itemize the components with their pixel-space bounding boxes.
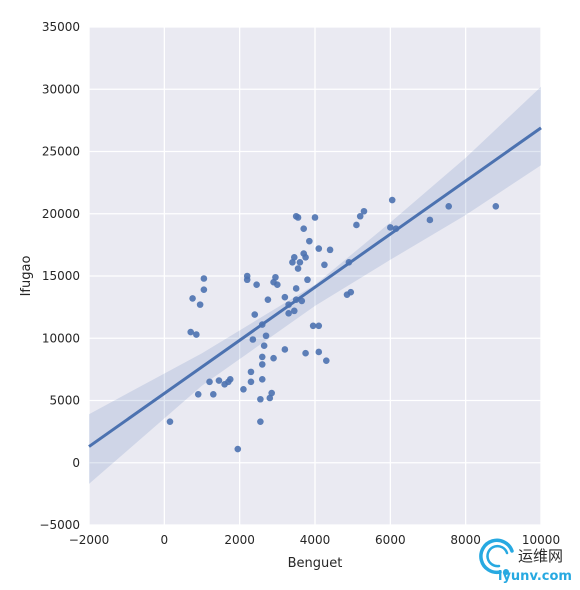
data-point-73 [388, 196, 396, 204]
data-point-6 [200, 286, 208, 293]
data-point-4 [194, 390, 202, 398]
data-point-75 [426, 216, 434, 224]
data-point-77 [492, 202, 500, 210]
data-point-72 [387, 224, 394, 231]
data-point-58 [309, 322, 317, 330]
data-point-23 [257, 418, 264, 425]
data-point-54 [302, 349, 309, 357]
data-point-9 [210, 390, 217, 398]
data-point-55 [302, 254, 309, 261]
y-tick-label-3: 10000 [42, 331, 80, 345]
data-point-34 [270, 354, 277, 362]
x-tick-label-3: 4000 [300, 533, 331, 547]
data-point-8 [206, 378, 213, 386]
data-point-2 [189, 295, 196, 302]
y-tick-label-5: 20000 [42, 207, 80, 221]
y-tick-label-0: −5000 [39, 518, 80, 532]
data-point-32 [266, 394, 274, 402]
data-point-30 [262, 332, 270, 340]
data-point-65 [326, 246, 334, 254]
confidence-band-group [89, 86, 541, 484]
y-axis-label: Ifugao [19, 256, 34, 297]
data-point-10 [215, 377, 223, 384]
data-point-76 [445, 202, 453, 210]
y-tick-label-4: 15000 [42, 269, 80, 283]
y-tick-label-8: 35000 [42, 20, 80, 34]
data-point-17 [243, 272, 251, 280]
data-point-15 [240, 385, 247, 393]
data-point-63 [321, 261, 328, 269]
watermark-url-text: iyunv.com [498, 569, 572, 584]
x-tick-label-2: 2000 [224, 533, 255, 547]
data-point-43 [290, 254, 298, 261]
data-point-68 [347, 288, 355, 296]
data-point-53 [300, 225, 308, 232]
data-point-13 [226, 376, 234, 383]
x-tick-label-5: 8000 [450, 533, 481, 547]
y-tick-label-6: 25000 [42, 145, 80, 159]
tick-labels: −2000 0 2000 4000 6000 8000 10000 −5000 0 5000 100… [39, 20, 560, 547]
data-point-25 [258, 376, 266, 383]
watermark-logo-icon [479, 538, 514, 575]
watermark: 运维网 iyunv.com [479, 538, 572, 584]
data-point-0 [166, 418, 174, 425]
data-point-69 [353, 221, 360, 229]
data-point-3 [193, 331, 200, 338]
x-tick-label-6: 10000 [522, 533, 560, 547]
x-tick-label-4: 6000 [375, 533, 406, 547]
data-point-20 [249, 336, 257, 343]
data-point-18 [247, 368, 255, 376]
y-tick-label-1: 0 [72, 456, 80, 470]
data-point-24 [257, 395, 264, 403]
data-point-37 [274, 281, 281, 289]
grid-lines [88, 26, 542, 526]
watermark-chinese-text: 运维网 [518, 547, 563, 565]
data-point-39 [281, 293, 289, 301]
data-point-21 [251, 311, 259, 318]
data-point-5 [196, 301, 204, 308]
data-point-26 [258, 361, 266, 368]
data-point-56 [304, 276, 311, 284]
data-point-36 [272, 273, 279, 281]
x-tick-label-1: 0 [161, 533, 169, 547]
x-axis-label: Benguet [288, 556, 343, 571]
data-point-22 [253, 281, 260, 289]
x-tick-label-0: −2000 [69, 533, 110, 547]
data-point-1 [187, 328, 194, 336]
data-point-70 [356, 212, 364, 220]
y-tick-label-7: 30000 [42, 82, 80, 96]
data-point-62 [315, 245, 323, 252]
regression-line-group [88, 126, 542, 448]
regression-line [88, 126, 542, 448]
points-group [166, 196, 500, 453]
data-point-40 [285, 310, 292, 317]
data-point-46 [292, 285, 300, 292]
data-point-44 [290, 307, 298, 315]
data-point-7 [200, 275, 208, 282]
data-point-71 [360, 207, 368, 215]
data-point-50 [296, 259, 304, 266]
data-point-19 [247, 378, 255, 386]
data-point-57 [306, 237, 313, 245]
data-point-42 [289, 259, 296, 266]
data-point-38 [281, 346, 289, 353]
y-tick-label-2: 5000 [49, 394, 80, 408]
data-point-29 [260, 342, 268, 350]
data-point-64 [323, 357, 330, 364]
data-point-49 [294, 214, 302, 221]
data-point-33 [268, 389, 275, 397]
data-point-61 [315, 322, 323, 330]
data-point-27 [258, 353, 266, 361]
data-point-59 [311, 214, 319, 221]
data-point-14 [234, 445, 242, 453]
data-point-47 [294, 265, 302, 272]
data-point-60 [315, 348, 323, 356]
confidence-band [89, 86, 541, 484]
data-point-31 [264, 296, 272, 303]
